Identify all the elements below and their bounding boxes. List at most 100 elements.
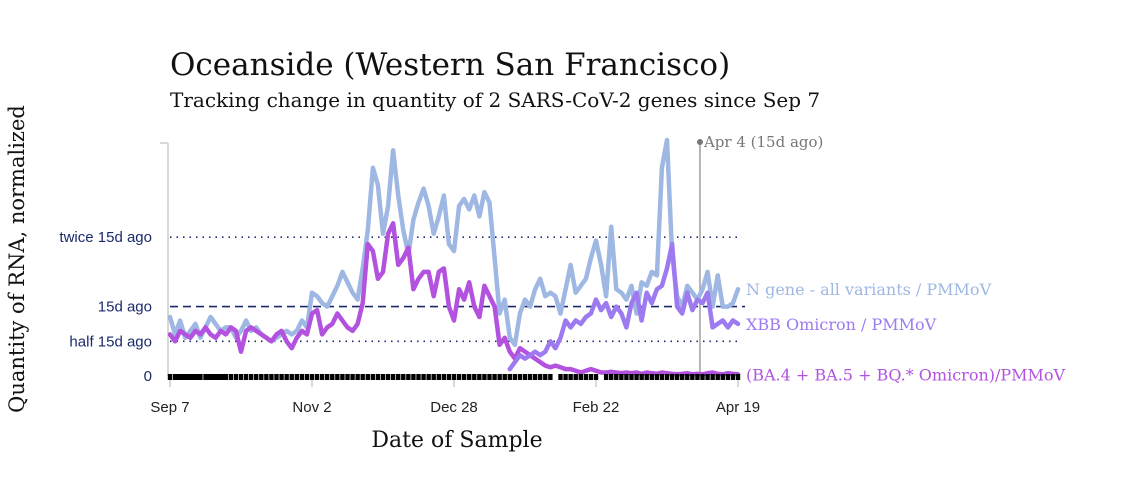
rug-mark: [193, 374, 198, 380]
rug-mark: [497, 374, 502, 380]
rug-mark: [233, 374, 239, 380]
rug-mark: [385, 374, 391, 380]
rug-mark: [664, 374, 670, 380]
rug-mark: [517, 374, 523, 380]
rug-mark: [274, 374, 279, 380]
annotation-dot: [696, 139, 703, 145]
rug-mark: [188, 374, 193, 380]
rug-mark: [487, 374, 492, 380]
rug-mark: [436, 374, 441, 380]
rug-mark: [512, 374, 518, 380]
rug-mark: [406, 374, 411, 380]
rug-mark: [431, 374, 436, 380]
rug-mark: [208, 374, 213, 380]
rug-mark: [206, 374, 210, 380]
x-tick-label: Nov 2: [292, 399, 331, 416]
x-tick-label: Sep 7: [150, 399, 189, 416]
rug-mark: [396, 374, 401, 380]
rug-mark: [167, 374, 173, 380]
rug-mark: [705, 374, 710, 380]
rug-mark: [183, 374, 188, 380]
rug-mark: [725, 374, 731, 380]
rug-mark: [421, 374, 426, 380]
rug-mark: [269, 374, 274, 380]
rug-mark: [426, 374, 431, 380]
y-tick-label: half 15d ago: [69, 333, 152, 350]
x-tick-label: Feb 22: [573, 399, 620, 416]
rug-mark: [730, 374, 736, 380]
annotation-label: Apr 4 (15d ago): [703, 133, 823, 151]
rug-mark: [223, 374, 228, 380]
rug-mark: [350, 374, 355, 380]
rug-mark: [380, 374, 386, 380]
rug-mark: [659, 374, 665, 380]
rug-mark: [221, 374, 225, 380]
rug-mark: [196, 374, 200, 380]
y-tick-label: twice 15d ago: [59, 229, 152, 246]
rug-mark: [213, 374, 218, 380]
series-end-label: XBB Omicron / PMMoV: [746, 315, 937, 334]
chart-subtitle: Tracking change in quantity of 2 SARS-Co…: [170, 88, 820, 112]
rug-mark: [654, 374, 660, 380]
rug-mark: [614, 374, 619, 380]
rug-mark: [325, 374, 330, 380]
rug-mark: [507, 374, 512, 380]
rug-mark: [177, 374, 183, 380]
rug-mark: [609, 374, 614, 380]
rug-mark: [532, 374, 538, 380]
rug-mark: [472, 374, 477, 380]
rug-mark: [558, 374, 563, 380]
rug-mark: [355, 374, 360, 380]
rug-mark: [634, 374, 639, 380]
rug-mark: [264, 374, 269, 380]
rug-mark: [176, 374, 180, 380]
rug-mark: [191, 374, 195, 380]
rug-mark: [715, 374, 720, 380]
x-axis-label: Date of Sample: [371, 428, 542, 453]
rug-mark: [710, 374, 715, 380]
rug-mark: [279, 374, 284, 380]
rug-mark: [568, 374, 573, 380]
rug-mark: [401, 374, 406, 380]
rug-mark: [735, 374, 741, 380]
rug-mark: [649, 374, 654, 380]
rug-mark: [680, 374, 685, 380]
y-axis-label: Quantity of RNA, normalized: [5, 105, 29, 413]
rug-mark: [319, 374, 325, 380]
rug-mark: [482, 374, 487, 380]
rug-mark: [218, 374, 223, 380]
rug-mark: [299, 374, 305, 380]
rug-mark: [304, 374, 310, 380]
rug-mark: [365, 374, 370, 380]
rug-mark: [211, 374, 215, 380]
x-tick-label: Apr 19: [716, 399, 760, 416]
rug-mark: [522, 374, 528, 380]
rug-mark: [669, 374, 675, 380]
rug-mark: [416, 374, 421, 380]
rug-mark: [248, 374, 254, 380]
rug-mark: [578, 374, 583, 380]
rug-mark: [309, 374, 315, 380]
rug-mark: [583, 374, 589, 380]
rug-mark: [335, 374, 340, 380]
rug-mark: [284, 374, 289, 380]
rug-mark: [238, 374, 244, 380]
rug-mark: [629, 374, 634, 380]
rug-mark: [467, 374, 472, 380]
rug-mark: [181, 374, 185, 380]
rug-mark: [330, 374, 335, 380]
rug-mark: [390, 374, 396, 380]
rug-mark: [538, 374, 543, 380]
rug-mark: [259, 374, 264, 380]
rug-mark: [720, 374, 725, 380]
rug-mark: [294, 374, 299, 380]
rug-mark: [593, 374, 599, 380]
chart-title: Oceanside (Western San Francisco): [170, 47, 730, 83]
rug-mark: [198, 374, 203, 380]
rug-mark: [314, 374, 320, 380]
rug-mark: [340, 374, 345, 380]
rug-mark: [690, 374, 695, 380]
rug-mark: [441, 374, 447, 380]
rug-mark: [543, 374, 548, 380]
rug-mark: [203, 374, 208, 380]
